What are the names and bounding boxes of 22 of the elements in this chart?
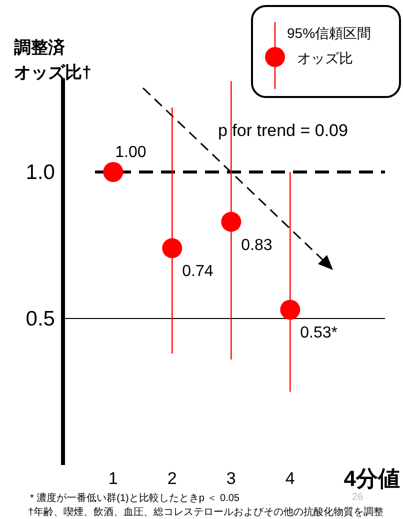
legend-label: オッズ比 <box>297 50 353 66</box>
data-label: 0.74 <box>182 263 214 280</box>
y-axis-title: 調整済オッズ比† <box>14 38 92 82</box>
data-label: 0.83 <box>241 236 272 254</box>
x-tick-label: 4 <box>285 469 295 488</box>
annotation: p for trend = 0.09 <box>218 121 348 140</box>
point <box>280 300 300 320</box>
text: †年齢、喫煙、飲酒、血圧、総コレステロールおよびその他の抗酸化物質を調整 <box>28 506 384 518</box>
y-tick-label: 1.0 <box>26 161 55 184</box>
text: * 濃度が一番低い群(1)と比較したときp ＜ 0.05 <box>30 492 240 504</box>
y-tick-label: 0.5 <box>26 308 55 330</box>
legend-title: 95%信頼区間 <box>287 25 372 41</box>
x-tick-label: 3 <box>226 469 236 488</box>
text: 26 <box>352 492 364 503</box>
data-label: 0.53* <box>300 324 338 342</box>
point <box>221 212 242 232</box>
data-label: 1.00 <box>115 144 146 161</box>
x-axis-title: 4分値 <box>344 466 400 491</box>
point <box>103 162 124 182</box>
point <box>162 238 182 258</box>
x-tick-label: 1 <box>108 469 118 488</box>
x-tick-label: 2 <box>167 469 177 488</box>
